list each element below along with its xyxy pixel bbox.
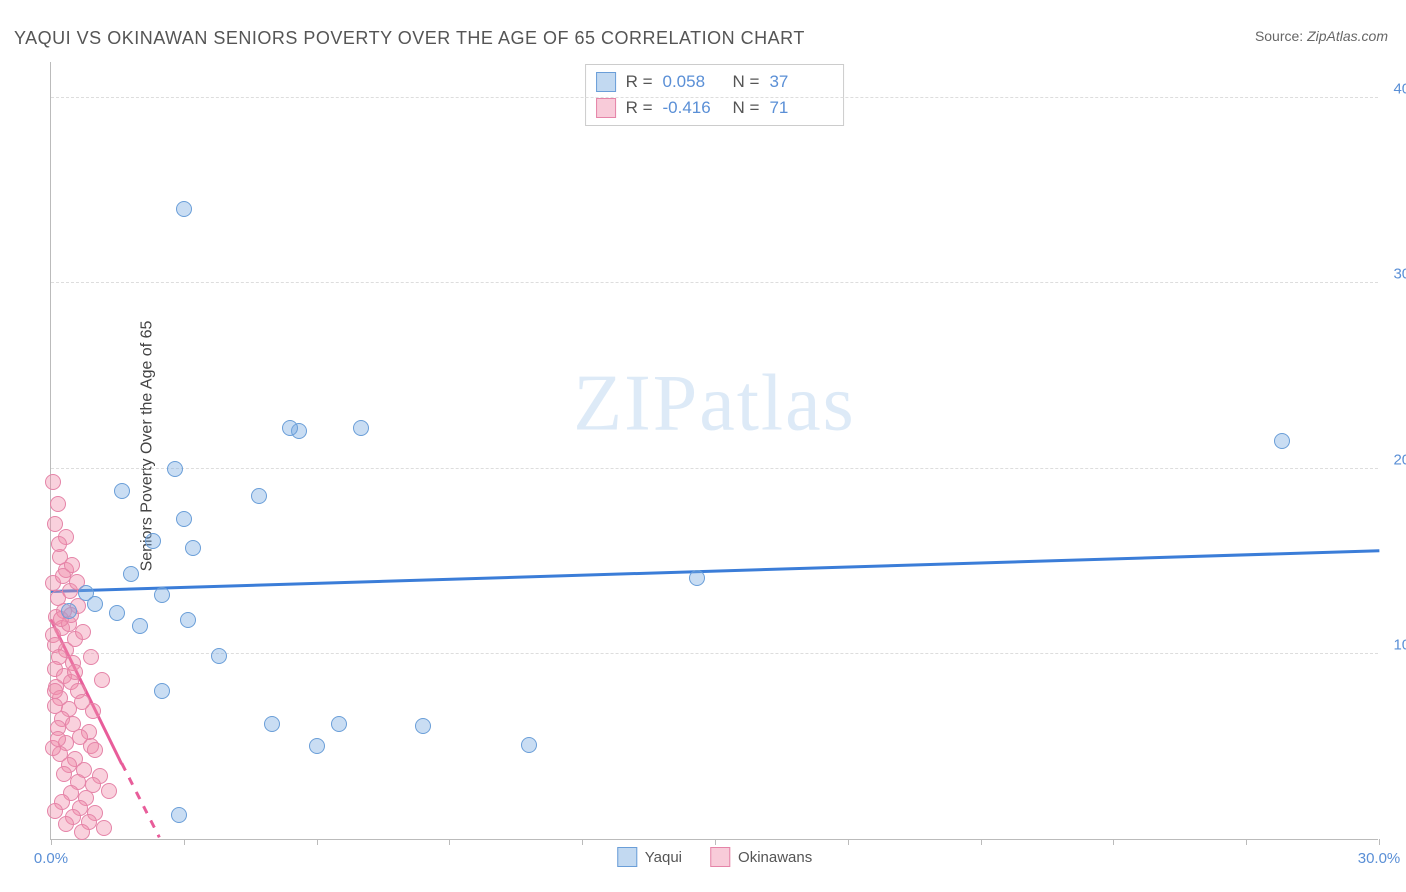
scatter-point-okinawans [45,474,61,490]
scatter-point-yaqui [251,488,267,504]
n-label: N = [733,69,760,95]
stats-row-okinawans: R = -0.416 N = 71 [596,95,830,121]
source-prefix: Source: [1255,28,1307,44]
x-tick [715,839,716,845]
scatter-point-yaqui [1274,433,1290,449]
scatter-point-yaqui [331,716,347,732]
y-tick-label: 20.0% [1382,451,1406,468]
scatter-point-okinawans [50,731,66,747]
scatter-point-okinawans [47,803,63,819]
source-name: ZipAtlas.com [1307,28,1388,44]
x-tick-label: 30.0% [1358,850,1401,867]
scatter-point-okinawans [47,683,63,699]
x-tick [449,839,450,845]
n-value: 71 [769,95,829,121]
scatter-point-yaqui [123,566,139,582]
scatter-point-okinawans [51,536,67,552]
scatter-point-okinawans [74,824,90,840]
scatter-point-yaqui [185,540,201,556]
scatter-point-yaqui [61,603,77,619]
regression-line [121,763,161,838]
x-tick [1246,839,1247,845]
swatch-blue-icon [617,847,637,867]
n-value: 37 [769,69,829,95]
n-label: N = [733,95,760,121]
watermark: ZIPatlas [573,358,856,449]
x-tick [848,839,849,845]
stats-box: R = 0.058 N = 37 R = -0.416 N = 71 [585,64,845,126]
scatter-point-yaqui [171,807,187,823]
x-tick [317,839,318,845]
source-attribution: Source: ZipAtlas.com [1255,28,1388,44]
scatter-point-yaqui [415,718,431,734]
scatter-point-okinawans [75,624,91,640]
scatter-point-yaqui [309,738,325,754]
x-tick [981,839,982,845]
x-tick [582,839,583,845]
scatter-point-okinawans [83,649,99,665]
x-tick [1113,839,1114,845]
scatter-point-okinawans [55,568,71,584]
swatch-pink-icon [596,98,616,118]
gridline [51,282,1378,283]
x-tick [1379,839,1380,845]
gridline [51,653,1378,654]
scatter-point-yaqui [114,483,130,499]
y-tick-label: 30.0% [1382,266,1406,283]
scatter-point-okinawans [96,820,112,836]
plot-area: ZIPatlas R = 0.058 N = 37 R = -0.416 N =… [50,62,1378,840]
scatter-point-yaqui [154,587,170,603]
r-value: 0.058 [663,69,723,95]
legend-label: Yaqui [645,849,682,866]
scatter-point-okinawans [87,742,103,758]
scatter-point-yaqui [180,612,196,628]
regression-line [51,549,1379,592]
scatter-point-yaqui [167,461,183,477]
scatter-point-okinawans [58,816,74,832]
scatter-point-yaqui [521,737,537,753]
scatter-point-okinawans [101,783,117,799]
legend-label: Okinawans [738,849,812,866]
scatter-point-okinawans [50,496,66,512]
r-label: R = [626,95,653,121]
scatter-point-yaqui [689,570,705,586]
scatter-point-yaqui [145,533,161,549]
gridline [51,468,1378,469]
gridline [51,97,1378,98]
y-tick-label: 40.0% [1382,81,1406,98]
stats-row-yaqui: R = 0.058 N = 37 [596,69,830,95]
swatch-blue-icon [596,72,616,92]
scatter-point-yaqui [282,420,298,436]
scatter-point-yaqui [132,618,148,634]
scatter-point-yaqui [176,201,192,217]
scatter-point-yaqui [154,683,170,699]
scatter-point-yaqui [264,716,280,732]
scatter-point-okinawans [94,672,110,688]
r-label: R = [626,69,653,95]
scatter-point-yaqui [211,648,227,664]
legend-item-yaqui: Yaqui [617,847,682,867]
chart-title: YAQUI VS OKINAWAN SENIORS POVERTY OVER T… [14,28,805,49]
x-tick [51,839,52,845]
legend-item-okinawans: Okinawans [710,847,812,867]
scatter-point-yaqui [109,605,125,621]
swatch-pink-icon [710,847,730,867]
scatter-point-yaqui [176,511,192,527]
x-tick-label: 0.0% [34,850,68,867]
scatter-point-yaqui [353,420,369,436]
r-value: -0.416 [663,95,723,121]
legend: Yaqui Okinawans [617,847,812,867]
scatter-point-okinawans [85,703,101,719]
scatter-point-yaqui [87,596,103,612]
scatter-point-okinawans [67,664,83,680]
y-tick-label: 10.0% [1382,636,1406,653]
x-tick [184,839,185,845]
